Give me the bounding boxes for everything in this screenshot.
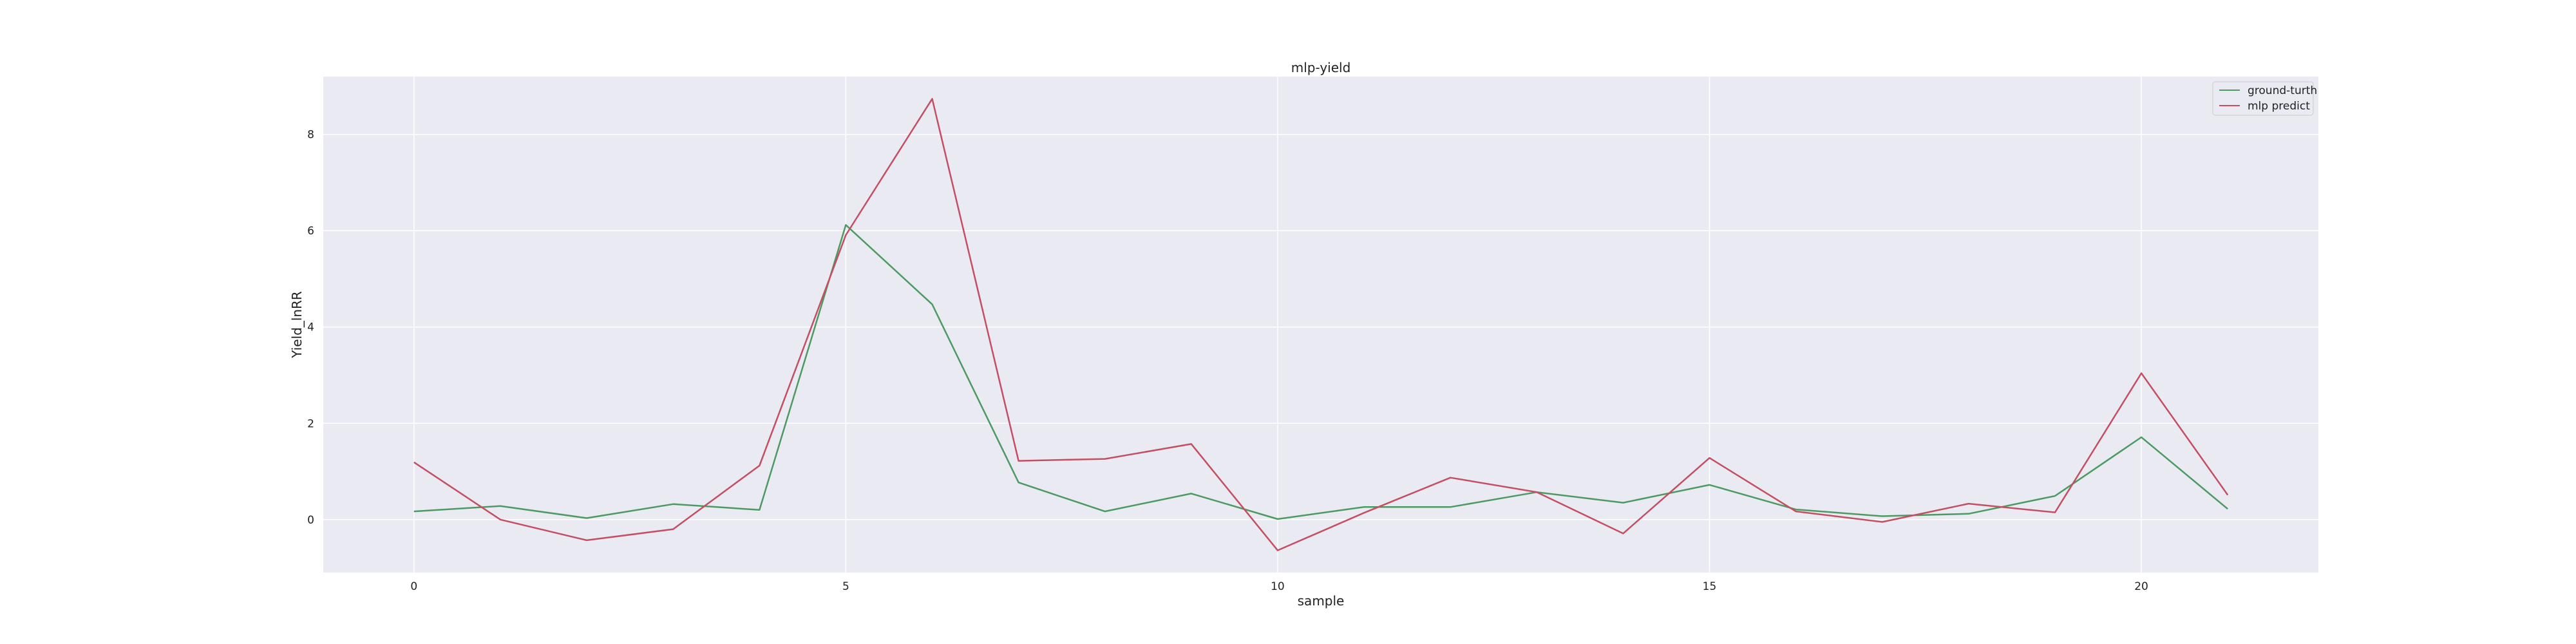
x-tick-label: 10	[1271, 580, 1285, 593]
plot-area	[323, 77, 2318, 573]
series-line-ground-turth	[413, 224, 2228, 520]
legend-label-mlp-predict: mlp predict	[2248, 100, 2310, 113]
x-tick-label: 20	[2134, 580, 2148, 593]
x-tick-label: 15	[1703, 580, 1717, 593]
legend: ground-turth mlp predict	[2212, 81, 2317, 116]
y-tick-label: 4	[307, 321, 314, 334]
series-layer	[413, 98, 2229, 551]
tick-labels: 0 5 10 15 20 0 2 4 6 8	[307, 129, 2148, 593]
x-tick-label: 0	[410, 580, 417, 593]
grid	[323, 77, 2318, 573]
y-axis-label: Yield_lnRR	[289, 291, 305, 359]
x-tick-label: 5	[842, 580, 849, 593]
legend-label-ground-turth: ground-turth	[2248, 84, 2317, 97]
y-tick-label: 8	[307, 129, 314, 142]
y-tick-label: 2	[307, 417, 314, 430]
chart-title: mlp-yield	[1291, 60, 1351, 75]
y-tick-label: 0	[307, 514, 314, 527]
series-line-mlp-predict	[413, 98, 2229, 551]
y-tick-label: 6	[307, 225, 314, 238]
x-axis-label: sample	[1298, 593, 1345, 609]
